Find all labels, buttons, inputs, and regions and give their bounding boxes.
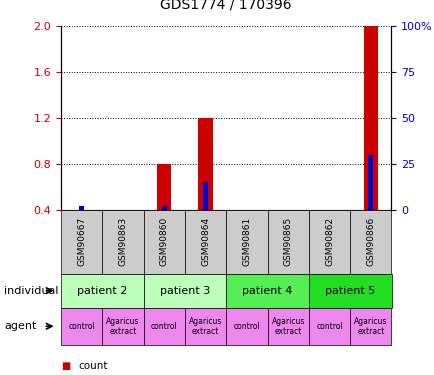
Text: Agaricus
extract: Agaricus extract xyxy=(271,316,304,336)
Text: control: control xyxy=(233,322,260,331)
Bar xyxy=(244,210,249,256)
Bar xyxy=(368,155,372,256)
Text: control: control xyxy=(316,322,342,331)
Text: Agaricus
extract: Agaricus extract xyxy=(106,316,139,336)
Bar xyxy=(120,210,125,256)
Text: agent: agent xyxy=(4,321,36,331)
Text: GSM90861: GSM90861 xyxy=(242,217,251,267)
Text: individual: individual xyxy=(4,286,59,296)
Bar xyxy=(161,206,166,256)
Text: control: control xyxy=(68,322,95,331)
Bar xyxy=(74,210,89,256)
Bar xyxy=(157,164,171,256)
Bar xyxy=(280,210,295,256)
Text: GSM90863: GSM90863 xyxy=(118,217,127,267)
Bar xyxy=(203,183,207,256)
Bar xyxy=(239,210,253,256)
Text: ■: ■ xyxy=(61,361,70,370)
Bar xyxy=(363,26,377,256)
Text: GSM90667: GSM90667 xyxy=(77,217,86,267)
Text: GSM90862: GSM90862 xyxy=(324,217,333,266)
Text: GSM90860: GSM90860 xyxy=(159,217,168,267)
Text: control: control xyxy=(151,322,177,331)
Text: patient 4: patient 4 xyxy=(242,286,292,296)
Bar xyxy=(326,210,331,256)
Text: count: count xyxy=(78,361,108,370)
Text: GSM90865: GSM90865 xyxy=(283,217,292,267)
Bar xyxy=(285,210,290,256)
Text: GSM90866: GSM90866 xyxy=(365,217,375,267)
Bar xyxy=(322,210,336,256)
Text: Agaricus
extract: Agaricus extract xyxy=(188,316,222,336)
Text: GSM90864: GSM90864 xyxy=(201,217,210,266)
Bar xyxy=(198,118,212,256)
Text: Agaricus
extract: Agaricus extract xyxy=(353,316,387,336)
Bar xyxy=(79,206,84,256)
Text: patient 3: patient 3 xyxy=(159,286,210,296)
Text: patient 5: patient 5 xyxy=(324,286,375,296)
Bar xyxy=(115,210,130,256)
Text: GDS1774 / 170396: GDS1774 / 170396 xyxy=(160,0,291,11)
Text: patient 2: patient 2 xyxy=(77,286,127,296)
